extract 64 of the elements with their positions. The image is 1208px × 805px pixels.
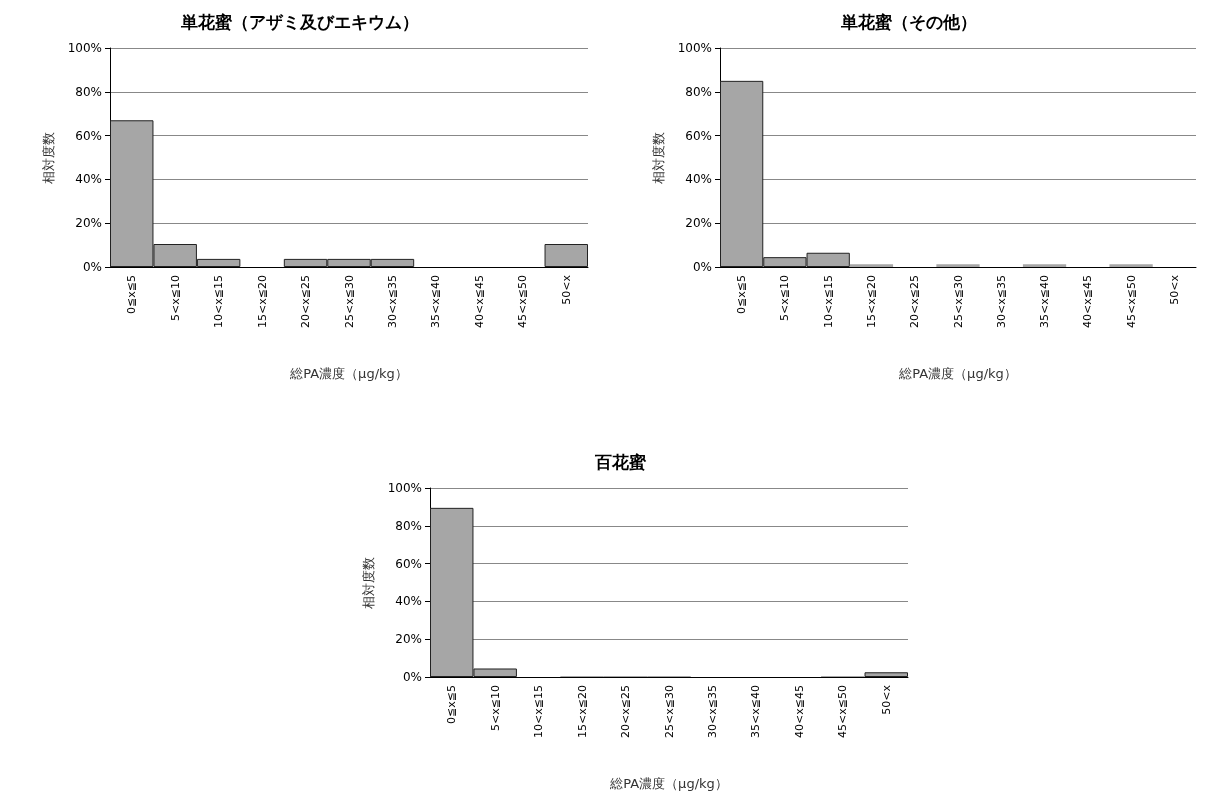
- x-tick-label: 25<x≦30: [951, 275, 965, 328]
- y-tick-label: 80%: [685, 84, 712, 99]
- bar: [1022, 264, 1067, 267]
- x-tick-label: 40<x≦45: [1081, 275, 1095, 328]
- x-tick-label: 50<x: [1167, 274, 1181, 305]
- x-tick-label: 0≦x≦5: [445, 685, 459, 724]
- y-tick-label: 40%: [395, 594, 422, 609]
- x-tick-label: 15<x≦20: [575, 685, 589, 738]
- bar: [544, 244, 588, 267]
- y-tick-label: 0%: [402, 670, 422, 684]
- chart-title: 百花蜜: [593, 451, 647, 472]
- chart-title: 単花蜜（アザミ及びエキウム）: [180, 11, 419, 32]
- x-tick-label: 45<x≦50: [836, 685, 850, 738]
- x-tick-label: 0≦x≦5: [735, 275, 749, 314]
- x-tick-label: 45<x≦50: [1124, 275, 1138, 328]
- y-tick-label: 60%: [75, 128, 102, 143]
- x-tick-label: 15<x≦20: [864, 275, 878, 328]
- x-tick-label: 40<x≦45: [472, 275, 486, 328]
- x-tick-label: 35<x≦40: [1038, 275, 1052, 328]
- y-tick-label: 100%: [387, 481, 422, 495]
- x-tick-label: 10<x≦15: [212, 275, 226, 328]
- x-tick-label: 10<x≦15: [821, 275, 835, 328]
- x-tick-label: 45<x≦50: [516, 275, 530, 328]
- y-tick-label: 100%: [677, 41, 712, 55]
- x-axis-title: 総PA濃度（μg/kg）: [289, 366, 408, 381]
- y-tick-label: 20%: [685, 216, 712, 231]
- y-tick-label: 80%: [75, 84, 102, 99]
- x-tick-label: 30<x≦35: [994, 275, 1008, 328]
- x-axis-title: 総PA濃度（μg/kg）: [609, 776, 728, 791]
- x-tick-label: 5<x≦10: [778, 275, 792, 321]
- x-tick-label: 50<x: [559, 274, 573, 305]
- x-tick-label: 25<x≦30: [662, 685, 676, 738]
- x-tick-label: 10<x≦15: [532, 685, 546, 738]
- y-tick-label: 100%: [67, 41, 102, 55]
- x-axis-title: 総PA濃度（μg/kg）: [898, 366, 1017, 381]
- y-axis-title: 相対度数: [41, 131, 56, 184]
- x-tick-label: 50<x: [879, 684, 893, 715]
- x-tick-label: 30<x≦35: [385, 275, 399, 328]
- y-tick-label: 20%: [395, 632, 422, 647]
- y-axis-title: 相対度数: [361, 556, 376, 609]
- y-tick-label: 40%: [685, 172, 712, 187]
- x-tick-label: 20<x≦25: [908, 275, 922, 328]
- x-tick-label: 35<x≦40: [749, 685, 763, 738]
- x-tick-label: 25<x≦30: [342, 275, 356, 328]
- y-tick-label: 0%: [692, 260, 712, 274]
- y-tick-label: 40%: [75, 172, 102, 187]
- x-tick-label: 30<x≦35: [705, 685, 719, 738]
- x-tick-label: 20<x≦25: [299, 275, 313, 328]
- bar: [1109, 264, 1153, 267]
- x-tick-label: 5<x≦10: [488, 685, 502, 731]
- y-tick-label: 0%: [82, 260, 102, 274]
- chart-title: 単花蜜（その他）: [840, 11, 977, 32]
- y-tick-label: 20%: [75, 216, 102, 231]
- y-tick-label: 60%: [685, 128, 712, 143]
- x-tick-label: 0≦x≦5: [125, 275, 139, 314]
- x-tick-label: 5<x≦10: [168, 275, 182, 321]
- y-axis-title: 相対度数: [651, 131, 666, 184]
- y-tick-label: 80%: [395, 518, 422, 533]
- y-tick-label: 60%: [395, 556, 422, 571]
- x-tick-label: 15<x≦20: [255, 275, 269, 328]
- bar: [936, 264, 980, 267]
- x-tick-label: 20<x≦25: [619, 685, 633, 738]
- x-tick-label: 40<x≦45: [792, 685, 806, 738]
- x-tick-label: 35<x≦40: [429, 275, 443, 328]
